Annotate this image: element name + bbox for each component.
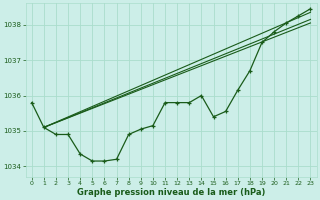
X-axis label: Graphe pression niveau de la mer (hPa): Graphe pression niveau de la mer (hPa) (77, 188, 265, 197)
